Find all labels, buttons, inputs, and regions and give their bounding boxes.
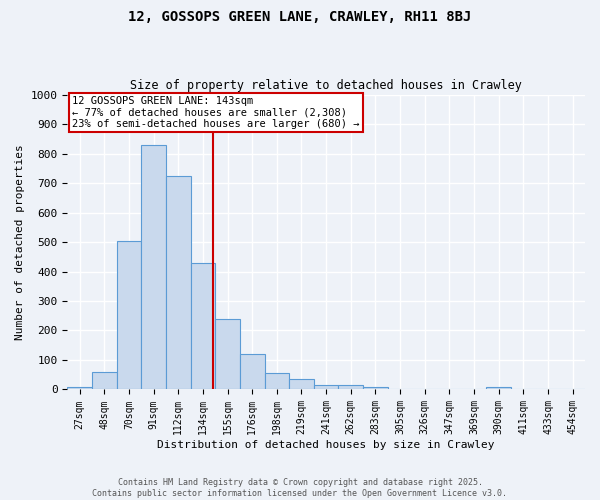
- Y-axis label: Number of detached properties: Number of detached properties: [15, 144, 25, 340]
- Bar: [67, 386, 92, 390]
- Bar: [141, 144, 166, 390]
- Bar: [166, 176, 191, 390]
- Bar: [240, 354, 265, 390]
- Text: 12 GOSSOPS GREEN LANE: 143sqm
← 77% of detached houses are smaller (2,308)
23% o: 12 GOSSOPS GREEN LANE: 143sqm ← 77% of d…: [73, 96, 360, 129]
- Bar: [116, 240, 141, 390]
- X-axis label: Distribution of detached houses by size in Crawley: Distribution of detached houses by size …: [157, 440, 495, 450]
- Bar: [191, 262, 215, 390]
- Bar: [265, 374, 289, 390]
- Text: 12, GOSSOPS GREEN LANE, CRAWLEY, RH11 8BJ: 12, GOSSOPS GREEN LANE, CRAWLEY, RH11 8B…: [128, 10, 472, 24]
- Bar: [314, 385, 338, 390]
- Bar: [363, 386, 388, 390]
- Title: Size of property relative to detached houses in Crawley: Size of property relative to detached ho…: [130, 79, 522, 92]
- Bar: [338, 385, 363, 390]
- Bar: [487, 386, 511, 390]
- Bar: [215, 318, 240, 390]
- Text: Contains HM Land Registry data © Crown copyright and database right 2025.
Contai: Contains HM Land Registry data © Crown c…: [92, 478, 508, 498]
- Bar: [92, 372, 116, 390]
- Bar: [289, 379, 314, 390]
